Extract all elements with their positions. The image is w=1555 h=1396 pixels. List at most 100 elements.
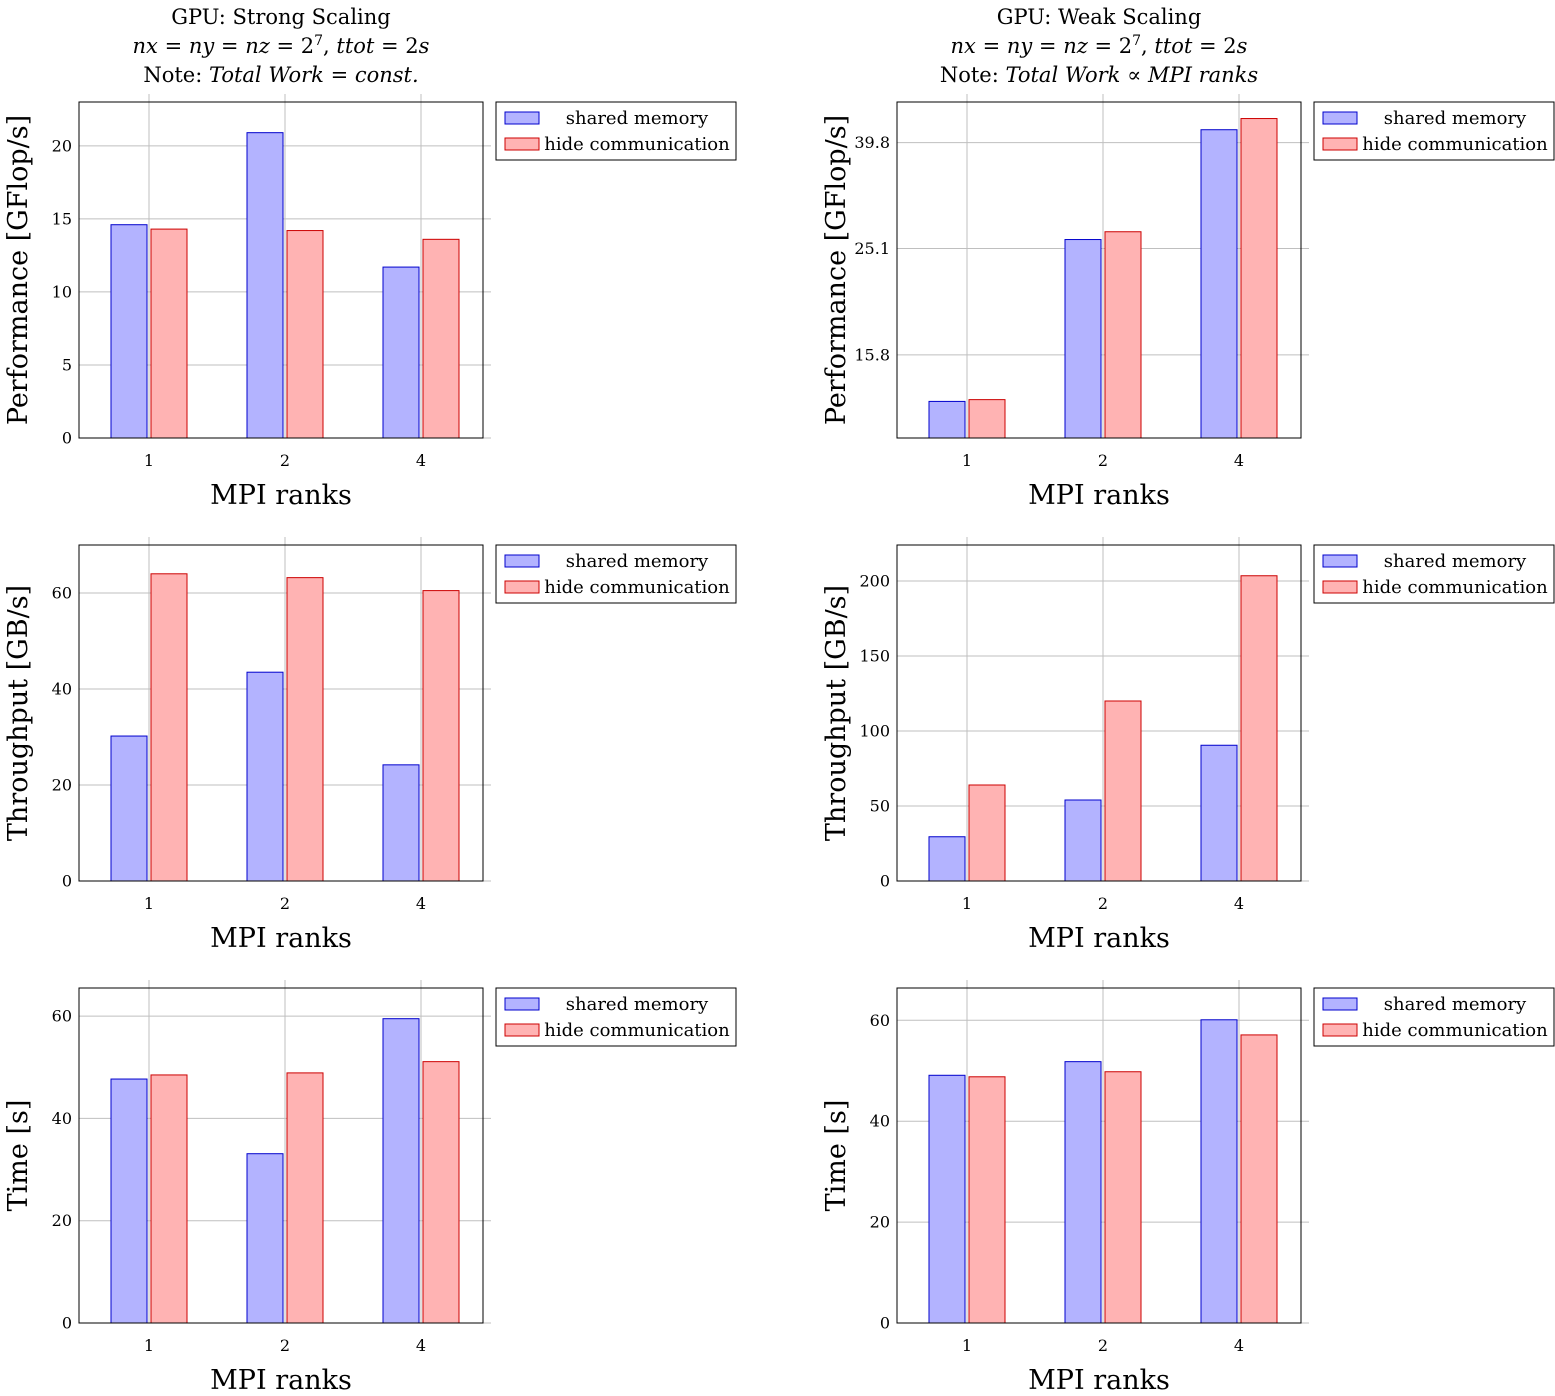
plot-frame bbox=[896, 101, 1302, 439]
chart-title-line: GPU: Weak Scaling bbox=[997, 5, 1202, 29]
x-tick-label: 1 bbox=[962, 894, 972, 913]
bar-hide-communication-4 bbox=[1240, 1034, 1278, 1324]
y-tick-label: 40 bbox=[870, 1112, 890, 1131]
x-tick-label: 2 bbox=[280, 451, 290, 470]
y-tick-label: 20 bbox=[870, 1213, 890, 1232]
legend-swatch-shared-memory bbox=[1322, 554, 1358, 568]
plot-frame bbox=[896, 544, 1302, 882]
legend: shared memory hide communication bbox=[495, 987, 737, 1047]
legend-label-hide-communication: hide communication bbox=[544, 1020, 730, 1041]
x-tick-label: 2 bbox=[1098, 1336, 1108, 1355]
legend-swatch-shared-memory bbox=[504, 111, 540, 125]
bar-shared-memory-4 bbox=[382, 266, 420, 439]
bar-hide-communication-1 bbox=[968, 1076, 1006, 1324]
title-span: Note: bbox=[940, 63, 1006, 87]
chart-panel: 0 20 40 60 1 2 4 MPI ranks Time [s] shared memory… bbox=[821, 980, 1555, 1396]
legend-swatch-hide-communication bbox=[504, 1023, 540, 1037]
bar-hide-communication-1 bbox=[150, 228, 188, 439]
chart-panel: 0 50 100 150 200 1 2 4 MPI ranks Throughput [GB/s… bbox=[821, 537, 1555, 954]
x-axis-label: MPI ranks bbox=[210, 480, 352, 511]
bar-hide-communication-1 bbox=[150, 573, 188, 882]
bar-shared-memory-1 bbox=[110, 735, 148, 882]
bar-hide-communication-2 bbox=[286, 577, 324, 882]
y-tick-label: 200 bbox=[859, 572, 890, 591]
bar-shared-memory-2 bbox=[246, 671, 284, 882]
bar-shared-memory-1 bbox=[110, 1078, 148, 1324]
y-tick-label: 20 bbox=[52, 776, 72, 795]
title-span: = 2 bbox=[1192, 34, 1236, 58]
y-axis-label: Performance [GFlop/s] bbox=[821, 115, 852, 425]
y-tick-label: 0 bbox=[880, 1314, 890, 1333]
title-span: Note: bbox=[143, 63, 209, 87]
plot-frame bbox=[78, 101, 484, 439]
y-tick-label: 40 bbox=[52, 1109, 72, 1128]
x-tick-label: 2 bbox=[1098, 451, 1108, 470]
legend-label-shared-memory: shared memory bbox=[566, 108, 709, 129]
legend-swatch-shared-memory bbox=[504, 554, 540, 568]
legend-label-shared-memory: shared memory bbox=[566, 551, 709, 572]
title-span: = bbox=[214, 34, 245, 58]
x-tick-label: 2 bbox=[280, 894, 290, 913]
x-tick-label: 1 bbox=[144, 1336, 154, 1355]
bar-shared-memory-4 bbox=[1200, 744, 1238, 882]
title-span: ∝ bbox=[1120, 63, 1148, 87]
bar-shared-memory-2 bbox=[1064, 799, 1102, 882]
y-tick-label: 150 bbox=[859, 647, 890, 666]
legend-label-hide-communication: hide communication bbox=[544, 134, 730, 155]
chart-panel: 0 20 40 60 1 2 4 MPI ranks Time [s] shared memory… bbox=[3, 980, 737, 1396]
title-span: ttot bbox=[1154, 34, 1193, 58]
bar-hide-communication-1 bbox=[968, 784, 1006, 882]
title-span: const. bbox=[355, 63, 419, 87]
title-span: Total Work bbox=[209, 63, 324, 87]
legend: shared memory hide communication bbox=[495, 101, 737, 161]
x-tick-label: 1 bbox=[144, 451, 154, 470]
title-span: = bbox=[158, 34, 189, 58]
chart-title: GPU: Strong Scaling nx = ny = nz = 27, tt… bbox=[133, 5, 430, 87]
y-axis-label: Throughput [GB/s] bbox=[821, 585, 852, 841]
y-axis-label: Time [s] bbox=[821, 1100, 852, 1212]
legend-label-hide-communication: hide communication bbox=[544, 577, 730, 598]
bar-hide-communication-4 bbox=[1240, 118, 1278, 439]
bar-hide-communication-4 bbox=[422, 1061, 460, 1324]
y-axis-label: Performance [GFlop/s] bbox=[3, 115, 34, 425]
title-span: nx bbox=[133, 34, 159, 58]
chart-title-line: nx = ny = nz = 27, ttot = 2s bbox=[133, 33, 430, 58]
x-tick-label: 4 bbox=[1234, 1336, 1244, 1355]
bar-shared-memory-1 bbox=[928, 1074, 966, 1324]
chart-panel: 15.8 25.1 39.8 1 2 4 MPI ranks Performance [GFl… bbox=[821, 5, 1555, 511]
title-span: ny bbox=[1007, 34, 1034, 58]
x-tick-label: 4 bbox=[1234, 451, 1244, 470]
y-tick-label: 15 bbox=[52, 209, 72, 228]
y-tick-label: 0 bbox=[62, 429, 72, 448]
title-span: GPU: Strong Scaling bbox=[171, 5, 390, 29]
bar-hide-communication-1 bbox=[150, 1074, 188, 1324]
legend-swatch-hide-communication bbox=[1322, 580, 1358, 594]
y-tick-label: 100 bbox=[859, 722, 890, 741]
plot-frame bbox=[896, 987, 1302, 1324]
y-tick-label: 40 bbox=[52, 680, 72, 699]
title-span: ny bbox=[189, 34, 216, 58]
title-span: , bbox=[323, 34, 336, 58]
bar-shared-memory-2 bbox=[1064, 1061, 1102, 1324]
title-span: = bbox=[1032, 34, 1063, 58]
bar-shared-memory-4 bbox=[382, 1018, 420, 1324]
x-tick-label: 4 bbox=[1234, 894, 1244, 913]
x-tick-label: 4 bbox=[416, 1336, 426, 1355]
y-tick-label: 60 bbox=[52, 584, 72, 603]
bar-shared-memory-4 bbox=[1200, 1019, 1238, 1324]
title-span: = 2 bbox=[1088, 34, 1132, 58]
bar-hide-communication-2 bbox=[286, 230, 324, 439]
bar-shared-memory-2 bbox=[1064, 239, 1102, 439]
title-span: = 2 bbox=[374, 34, 418, 58]
legend-label-hide-communication: hide communication bbox=[1362, 577, 1548, 598]
legend-label-shared-memory: shared memory bbox=[1384, 994, 1527, 1015]
bar-shared-memory-1 bbox=[928, 836, 966, 882]
x-axis-label: MPI ranks bbox=[210, 923, 352, 954]
x-tick-label: 2 bbox=[280, 1336, 290, 1355]
title-span: GPU: Weak Scaling bbox=[997, 5, 1202, 29]
x-axis-label: MPI ranks bbox=[1028, 923, 1170, 954]
plot-frame bbox=[78, 987, 484, 1324]
legend-swatch-shared-memory bbox=[1322, 997, 1358, 1011]
